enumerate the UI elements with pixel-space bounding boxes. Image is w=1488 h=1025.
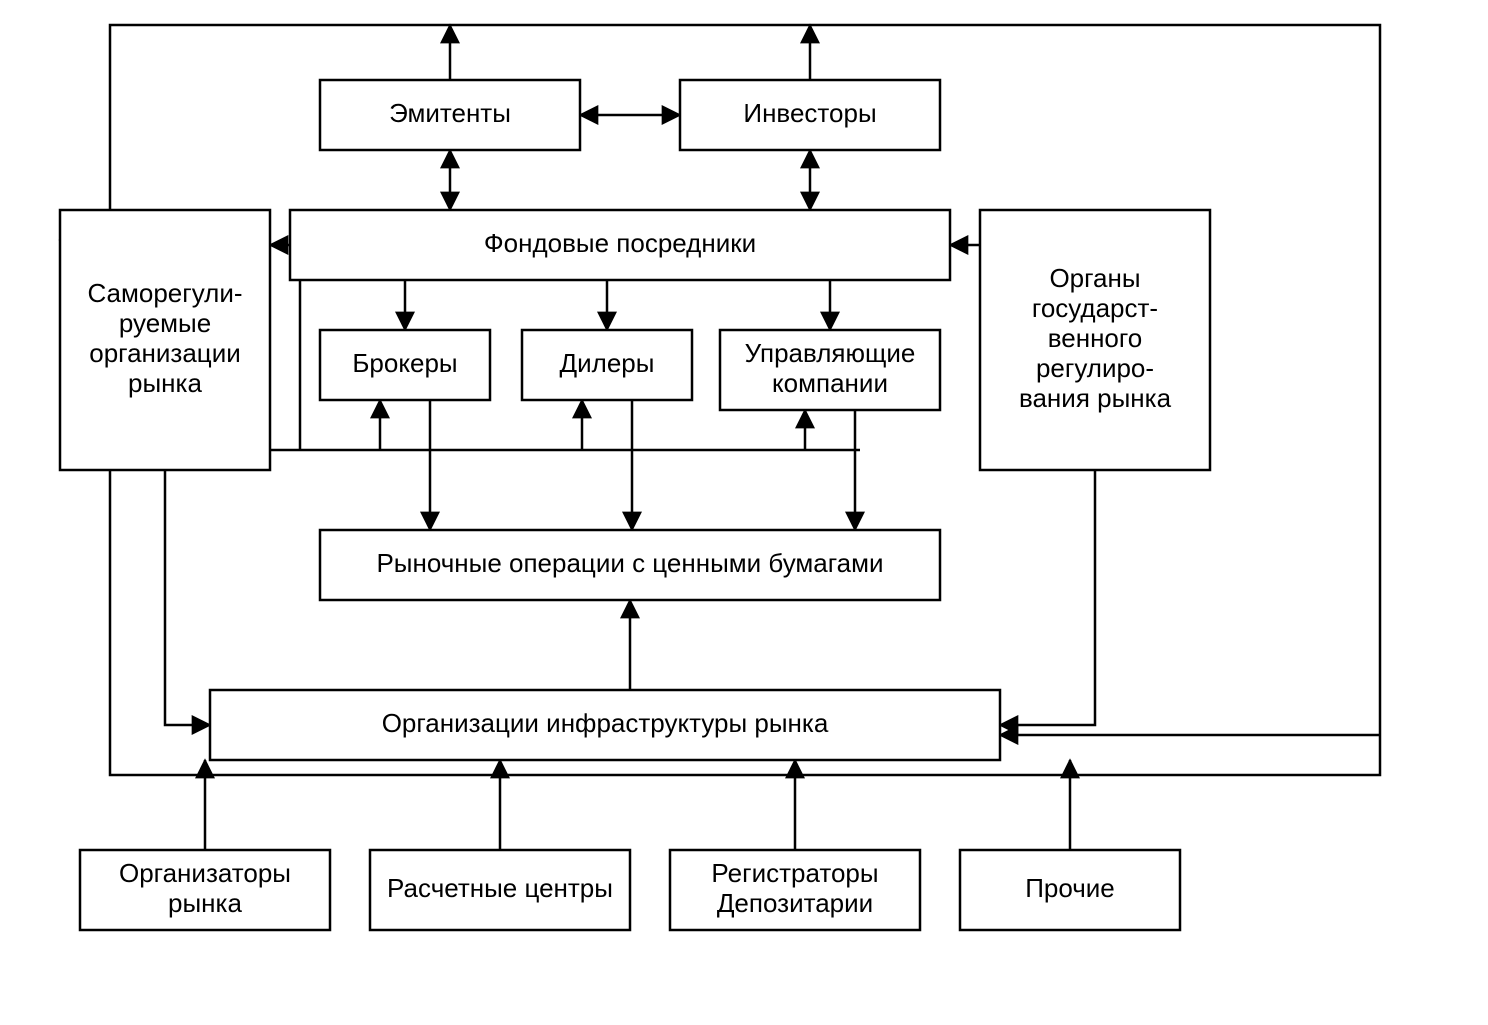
node-label-investors: Инвесторы bbox=[743, 98, 876, 128]
node-label-dealers: Дилеры bbox=[560, 348, 655, 378]
node-label-gov: вания рынка bbox=[1019, 383, 1172, 413]
node-label-registrars: Депозитарии bbox=[717, 888, 873, 918]
node-label-gov: Органы bbox=[1049, 263, 1140, 293]
node-label-brokers: Брокеры bbox=[352, 348, 457, 378]
diagram-canvas: Эмитенты Инвесторы Фондовые посредники Само… bbox=[0, 0, 1488, 1025]
node-label-others: Прочие bbox=[1025, 873, 1115, 903]
node-label-gov: государст- bbox=[1032, 293, 1158, 323]
node-label-sro: рынка bbox=[128, 368, 202, 398]
node-label-gov: регулиро- bbox=[1036, 353, 1154, 383]
node-label-intermediaries: Фондовые посредники bbox=[484, 228, 756, 258]
node-label-sro: Саморегули- bbox=[87, 278, 242, 308]
node-label-gov: венного bbox=[1048, 323, 1143, 353]
node-label-registrars: Регистраторы bbox=[711, 858, 878, 888]
node-label-managers: Управляющие bbox=[745, 338, 916, 368]
node-label-organizers: Организаторы bbox=[119, 858, 291, 888]
node-label-infra: Организации инфраструктуры рынка bbox=[382, 708, 829, 738]
node-label-managers: компании bbox=[772, 368, 888, 398]
node-label-sro: руемые bbox=[119, 308, 211, 338]
node-label-market_ops: Рыночные операции с ценными бумагами bbox=[376, 548, 883, 578]
node-label-sro: организации bbox=[89, 338, 241, 368]
node-label-organizers: рынка bbox=[168, 888, 242, 918]
node-label-issuers: Эмитенты bbox=[389, 98, 511, 128]
node-label-clearing: Расчетные центры bbox=[387, 873, 613, 903]
